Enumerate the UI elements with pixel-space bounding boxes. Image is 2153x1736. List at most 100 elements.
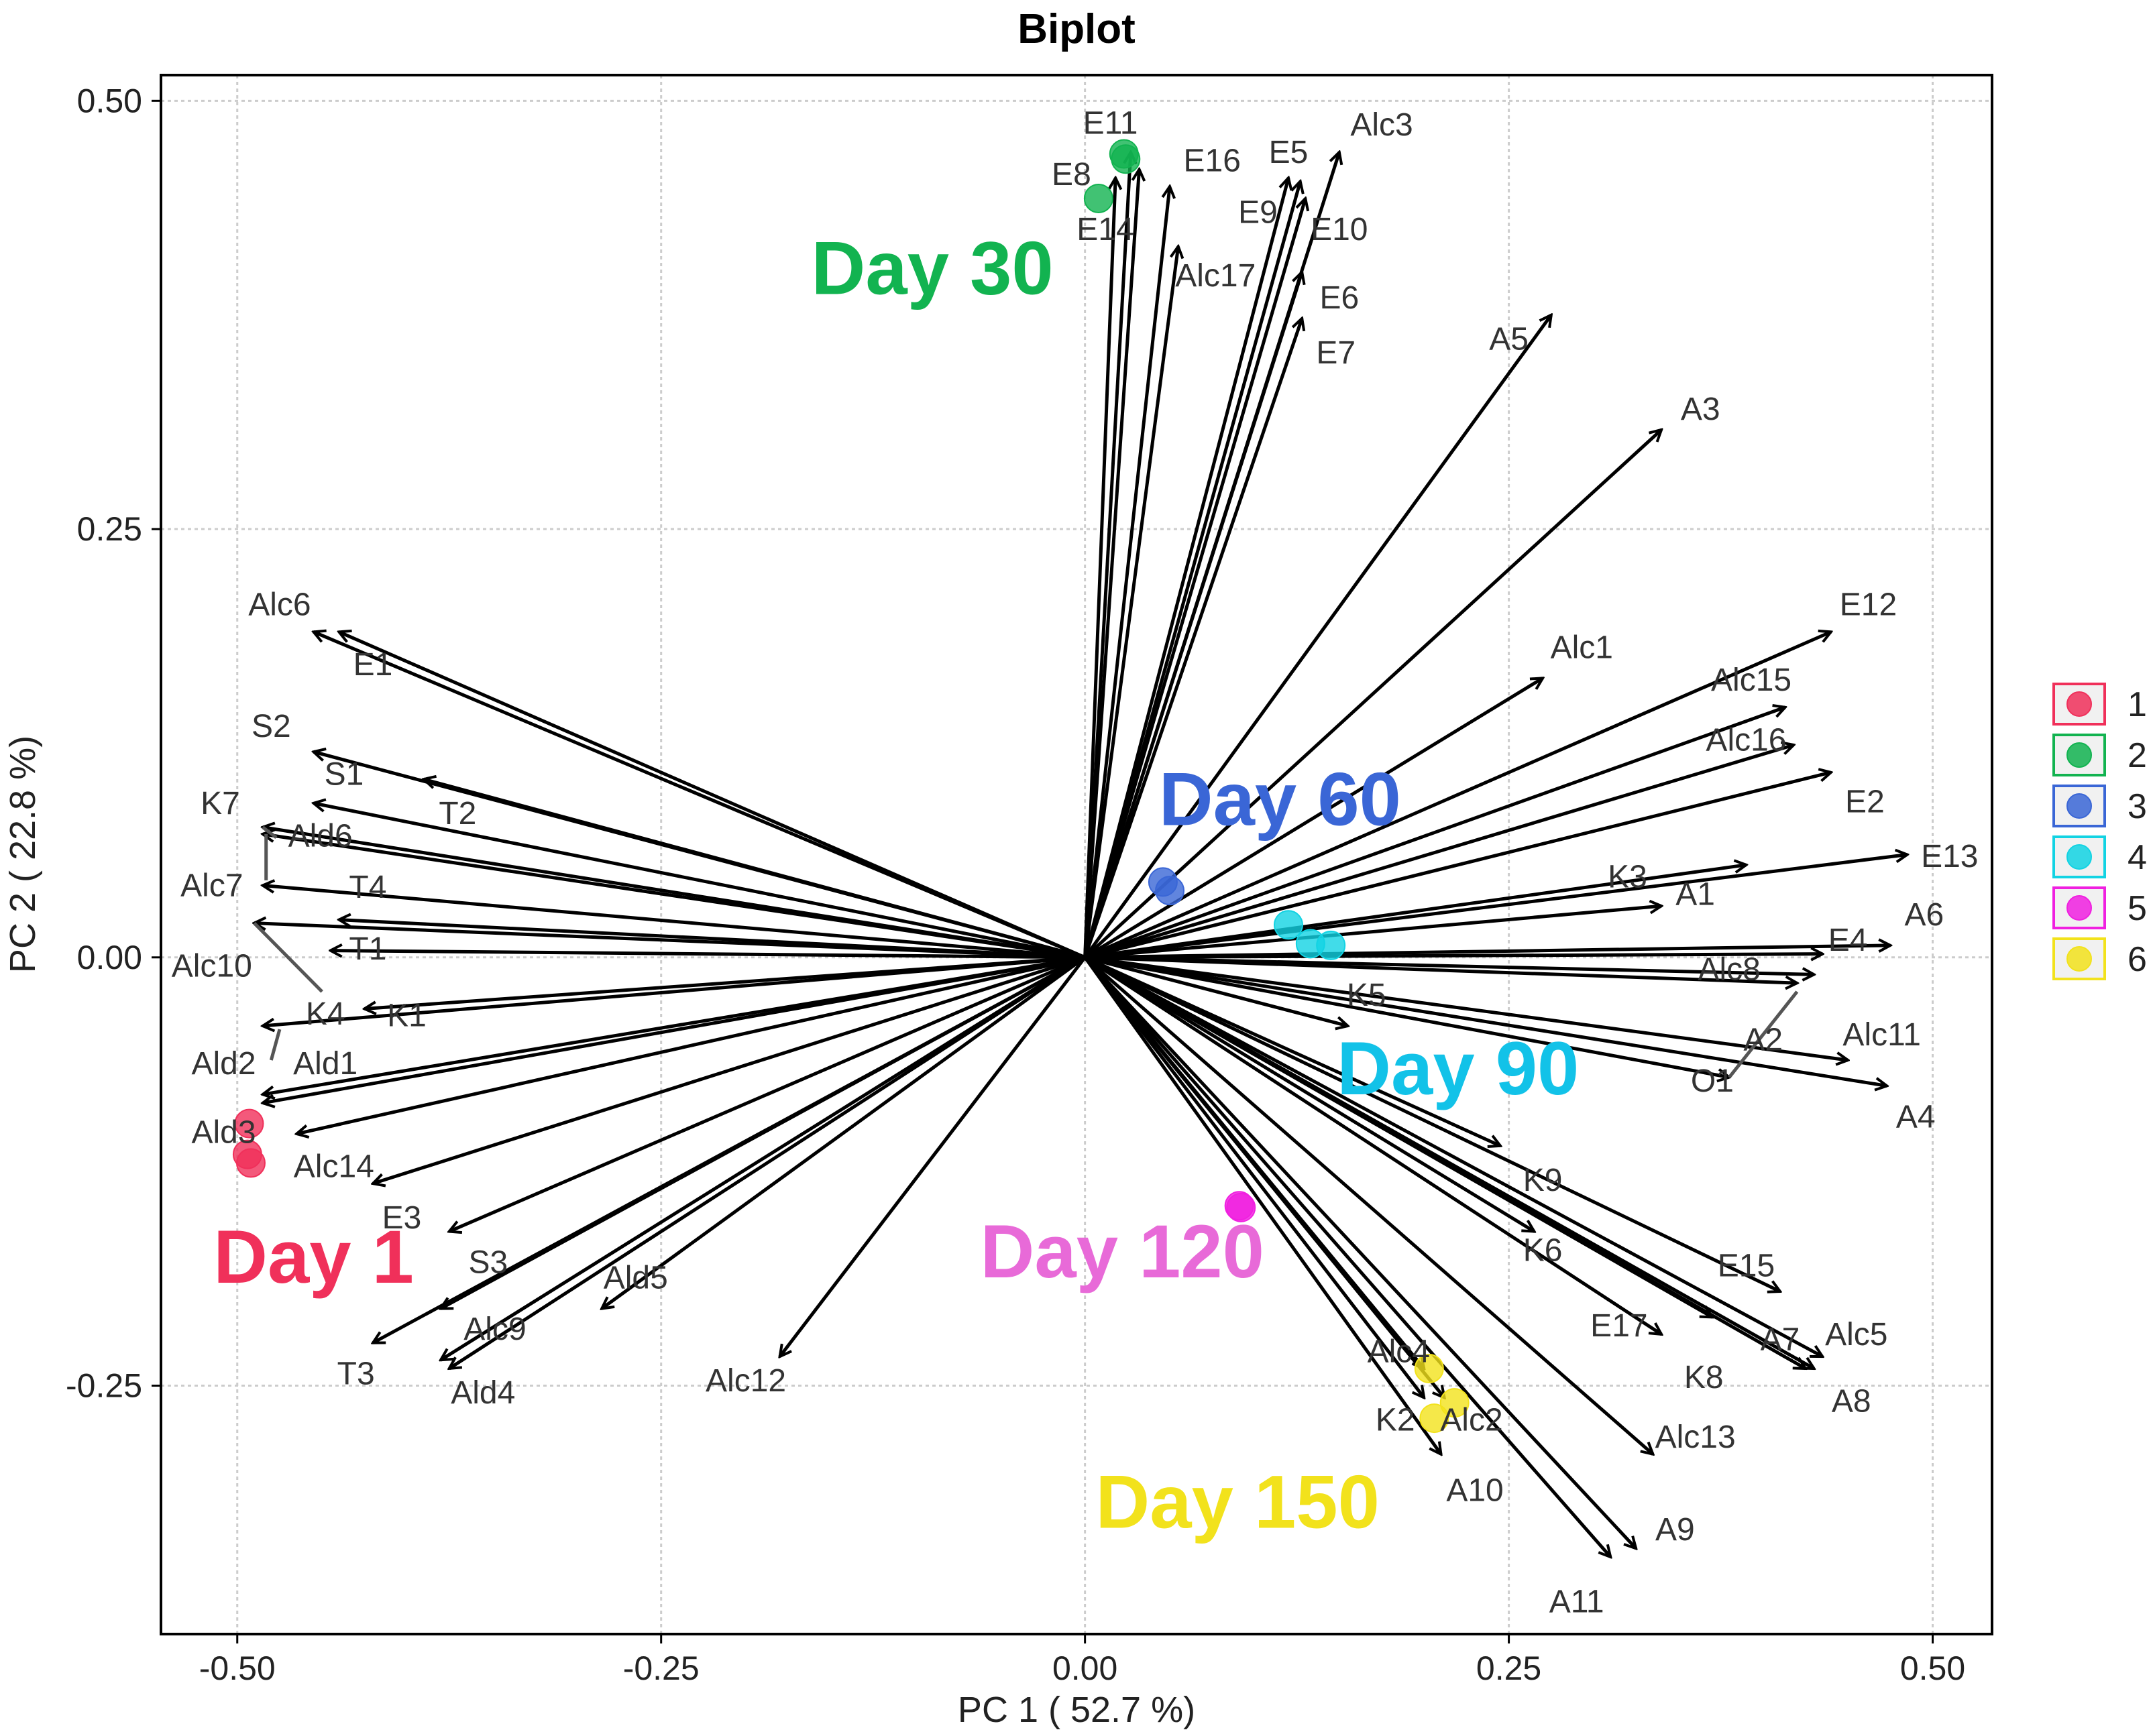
loading-vector — [1083, 956, 1653, 1454]
loading-vector — [1084, 632, 1831, 960]
vector-label: E15 — [1718, 1249, 1775, 1284]
loading-vector — [1085, 855, 1908, 960]
vector-label: Alc11 — [1842, 1017, 1921, 1053]
vector-label: E7 — [1316, 335, 1356, 371]
plot-border — [160, 74, 1993, 1635]
score-point — [1224, 1191, 1254, 1221]
vector-label: T2 — [439, 796, 476, 831]
loading-vector — [1083, 170, 1140, 958]
loading-vector — [263, 956, 1086, 1094]
vector-label: Alc2 — [1440, 1403, 1502, 1438]
y-axis-label: PC 2 ( 22.8 %) — [3, 736, 43, 973]
legend: 1 2 3 4 5 6 — [2052, 683, 2147, 980]
score-point — [1414, 1353, 1444, 1383]
vector-label: E3 — [382, 1200, 422, 1236]
vector-label: E1 — [353, 647, 393, 683]
score-point — [1439, 1388, 1470, 1418]
vector-label: Alc3 — [1350, 107, 1413, 143]
vector-label: E17 — [1590, 1308, 1647, 1344]
score-point — [235, 1148, 266, 1178]
loading-vector — [1083, 178, 1288, 958]
score-point — [1419, 1403, 1449, 1434]
vector-label: E5 — [1269, 135, 1309, 170]
vector-label: Ald4 — [451, 1375, 515, 1411]
loading-vector — [373, 956, 1086, 1183]
loading-vector — [1083, 956, 1445, 1398]
vector-label: A9 — [1655, 1512, 1695, 1548]
vector-label: E2 — [1845, 784, 1885, 819]
vector-label: Alc15 — [1711, 662, 1791, 698]
vector-label: Alc17 — [1175, 258, 1256, 294]
vector-label: Alc7 — [180, 868, 243, 903]
vector-label: K5 — [1347, 978, 1386, 1013]
loading-vector — [1084, 956, 1661, 1334]
loading-vector — [441, 956, 1086, 1360]
label-leader-line — [1728, 990, 1799, 1079]
vector-label: E16 — [1184, 143, 1241, 179]
loading-vector — [780, 956, 1087, 1356]
plot-area — [161, 75, 1992, 1634]
loading-vector — [339, 632, 1086, 960]
vector-label: Ald6 — [288, 818, 353, 854]
score-point — [1083, 183, 1113, 213]
vector-label: K2 — [1376, 1403, 1415, 1438]
label-leader-line — [262, 825, 278, 839]
loading-vector — [254, 923, 1085, 960]
vector-label: A2 — [1743, 1022, 1783, 1057]
loading-vector — [1083, 956, 1637, 1548]
legend-marker — [2066, 793, 2092, 819]
loading-vector — [1085, 865, 1747, 960]
loading-vector — [1084, 956, 1780, 1291]
vector-label: Ald3 — [191, 1114, 256, 1150]
vector-label: E11 — [1083, 106, 1138, 141]
score-point — [1155, 876, 1185, 906]
vector-label: K1 — [387, 998, 427, 1034]
loading-vector — [1085, 906, 1661, 960]
y-axis-ticks: -0.25 0.00 0.25 0.50 — [66, 82, 161, 1405]
vector-label: Alc12 — [706, 1363, 786, 1399]
vector-label: A4 — [1896, 1099, 1936, 1135]
vector-label: Alc4 — [1368, 1334, 1430, 1369]
vector-label: E12 — [1840, 587, 1897, 622]
vector-label: Ald1 — [293, 1046, 357, 1082]
x-axis-label: PC 1 ( 52.7 %) — [958, 1690, 1195, 1730]
legend-marker — [2066, 691, 2092, 717]
legend-marker — [2066, 946, 2092, 972]
loading-vector — [1085, 956, 1887, 1086]
vector-label: E14 — [1076, 212, 1134, 247]
loading-vector — [1085, 954, 1823, 958]
vector-label: K8 — [1684, 1360, 1724, 1395]
legend-marker — [2066, 895, 2092, 921]
loading-vector — [296, 956, 1086, 1134]
vector-label: A1 — [1675, 876, 1715, 912]
loading-vector — [1085, 772, 1831, 960]
vector-label: S3 — [469, 1245, 508, 1281]
vector-label: E9 — [1238, 194, 1278, 230]
vector-label: K6 — [1523, 1233, 1563, 1269]
label-leader-line — [253, 921, 323, 993]
vector-label: E10 — [1311, 212, 1368, 247]
x-tick-label: -0.50 — [199, 1650, 276, 1687]
vector-label: T3 — [337, 1356, 375, 1392]
vector-label: A7 — [1761, 1322, 1800, 1358]
y-tick-label: 0.50 — [77, 82, 142, 119]
vector-label: K3 — [1608, 860, 1647, 895]
vector-label: A11 — [1549, 1584, 1604, 1619]
group-label: Day 30 — [812, 227, 1054, 310]
vector-label: Alc1 — [1551, 630, 1613, 665]
loading-vector — [1083, 272, 1303, 958]
x-axis-ticks: -0.50 -0.25 0.00 0.25 0.50 — [199, 1634, 1965, 1687]
loading-vector — [1083, 956, 1441, 1454]
loading-vector — [1084, 956, 1535, 1232]
vector-label: T1 — [349, 931, 386, 967]
y-tick-label: -0.25 — [66, 1367, 142, 1405]
x-tick-label: -0.25 — [623, 1650, 700, 1687]
legend-label: 3 — [2128, 787, 2147, 826]
x-tick-label: 0.25 — [1476, 1650, 1541, 1687]
vector-label: Alc10 — [172, 949, 252, 984]
loading-vector — [1085, 956, 1848, 1060]
loading-vector — [1084, 745, 1794, 960]
vector-label: A8 — [1832, 1384, 1871, 1420]
